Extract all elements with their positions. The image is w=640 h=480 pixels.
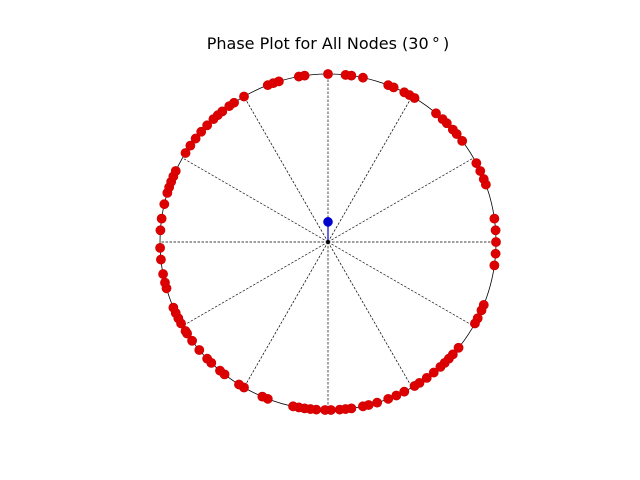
node-point xyxy=(202,353,213,364)
node-point xyxy=(470,318,480,329)
node-point xyxy=(234,379,244,390)
mean-vector-point xyxy=(323,217,333,227)
spoke-120 xyxy=(243,96,329,243)
node-point xyxy=(471,158,482,169)
node-point xyxy=(239,91,249,102)
node-point xyxy=(435,361,446,372)
node-point xyxy=(185,140,196,151)
node-point xyxy=(346,70,357,81)
node-point xyxy=(388,82,399,93)
node-point xyxy=(215,365,225,376)
node-point xyxy=(273,76,284,87)
node-point xyxy=(451,129,462,139)
spoke-330 xyxy=(327,241,474,327)
node-point xyxy=(202,120,213,131)
spoke-30 xyxy=(327,157,474,243)
node-point xyxy=(475,166,486,176)
node-point xyxy=(320,405,330,415)
node-point xyxy=(180,326,191,336)
node-point xyxy=(358,72,368,83)
node-point xyxy=(372,397,383,408)
node-point xyxy=(160,277,170,288)
node-point xyxy=(409,381,420,391)
node-point xyxy=(323,69,333,79)
node-point xyxy=(288,401,298,412)
node-point xyxy=(229,97,239,108)
node-point xyxy=(159,199,170,210)
node-point xyxy=(453,342,464,353)
node-point xyxy=(391,390,402,401)
node-point xyxy=(257,391,268,402)
node-point xyxy=(457,135,468,146)
node-point xyxy=(490,248,501,259)
node-point xyxy=(399,386,410,397)
node-point xyxy=(156,254,166,265)
node-point xyxy=(168,302,179,313)
node-point xyxy=(180,148,191,158)
spoke-300 xyxy=(327,241,413,388)
node-point xyxy=(383,393,394,404)
spoke-210 xyxy=(182,241,329,327)
node-point xyxy=(490,225,501,236)
spoke-240 xyxy=(243,241,329,388)
node-point xyxy=(196,126,207,137)
spoke-60 xyxy=(327,96,413,243)
node-point xyxy=(155,225,166,236)
node-point xyxy=(476,305,487,316)
origin-point xyxy=(326,240,330,244)
node-point xyxy=(358,401,368,412)
node-point xyxy=(190,133,201,144)
chart-title: Phase Plot for All Nodes (30 ° ) xyxy=(207,34,450,53)
node-point xyxy=(428,367,439,378)
spokes-grid xyxy=(160,74,496,410)
node-point xyxy=(431,108,441,119)
mean-vector xyxy=(323,217,333,244)
node-point xyxy=(441,118,452,129)
node-point xyxy=(299,70,310,81)
node-point xyxy=(187,335,197,346)
node-point xyxy=(409,93,420,103)
node-point xyxy=(491,237,501,247)
node-point xyxy=(170,166,181,176)
node-point xyxy=(217,106,228,117)
node-point xyxy=(155,242,165,253)
node-point xyxy=(421,373,432,383)
node-point xyxy=(334,404,345,415)
node-point xyxy=(480,179,491,190)
node-point xyxy=(489,213,500,224)
node-point xyxy=(194,345,205,355)
nodes-series xyxy=(155,69,501,415)
spoke-150 xyxy=(182,157,329,243)
node-point xyxy=(158,269,168,279)
node-point xyxy=(489,260,500,271)
node-point xyxy=(156,213,167,224)
